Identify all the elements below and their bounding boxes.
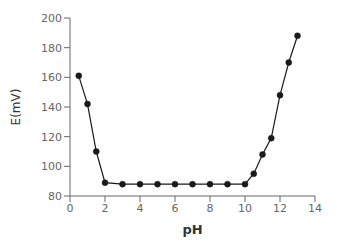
svg-text:200: 200 (41, 12, 62, 25)
svg-text:180: 180 (41, 42, 62, 55)
svg-text:2: 2 (102, 202, 109, 215)
svg-text:140: 140 (41, 101, 62, 114)
svg-text:80: 80 (48, 190, 62, 203)
svg-text:10: 10 (238, 202, 252, 215)
svg-text:100: 100 (41, 160, 62, 173)
svg-text:pH: pH (182, 222, 202, 237)
svg-text:0: 0 (67, 202, 74, 215)
svg-text:120: 120 (41, 131, 62, 144)
svg-text:14: 14 (308, 202, 322, 215)
svg-text:12: 12 (273, 202, 287, 215)
svg-text:6: 6 (172, 202, 179, 215)
svg-text:8: 8 (207, 202, 214, 215)
svg-text:4: 4 (137, 202, 144, 215)
svg-text:E(mV): E(mV) (9, 89, 23, 126)
svg-text:160: 160 (41, 71, 62, 84)
